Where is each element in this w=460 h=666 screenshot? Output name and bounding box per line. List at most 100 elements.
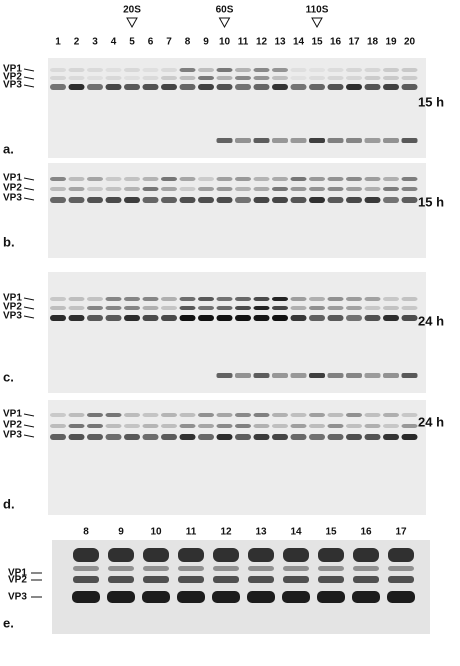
blot-band [179, 424, 196, 428]
blot-band [50, 306, 66, 310]
blot-band [253, 76, 270, 80]
blot-band [309, 84, 325, 90]
blot-band [282, 591, 310, 603]
blot-band [248, 548, 274, 562]
blot-band [50, 76, 66, 80]
blot-band [317, 591, 345, 603]
blot-band [248, 576, 274, 583]
blot-band [364, 424, 381, 428]
marker-label: 20S [123, 5, 141, 16]
blot-band [216, 297, 233, 301]
blot-band [50, 434, 66, 440]
blot-band [272, 187, 288, 191]
blot-band [383, 373, 399, 378]
band-label: VP2 [3, 302, 22, 313]
blot-band [142, 424, 159, 428]
blot-band [388, 548, 414, 562]
blot-band [212, 591, 240, 603]
blot-band [401, 306, 418, 310]
blot-band [107, 591, 135, 603]
lane-number: 7 [166, 37, 172, 48]
band-pointer [23, 297, 35, 301]
blot-band [290, 68, 307, 72]
band-label: VP3 [3, 193, 22, 204]
blot-band [198, 76, 214, 80]
blot-band [346, 424, 362, 428]
blot-band [161, 76, 177, 80]
blot-band [235, 197, 251, 203]
lane-number: 6 [148, 37, 154, 48]
blot-band [124, 68, 140, 72]
blot-band [235, 424, 251, 428]
lane-number: 17 [348, 37, 360, 48]
blot-band [68, 413, 85, 417]
blot-band [50, 315, 66, 321]
band-label: VP2 [3, 183, 22, 194]
blot-band [108, 566, 134, 571]
blot-band [216, 373, 233, 378]
blot-band [235, 177, 251, 181]
blot-band [272, 306, 288, 310]
blot-band [124, 177, 140, 181]
blot-band [253, 306, 270, 310]
blot-band [272, 424, 288, 428]
blot-band [198, 306, 214, 310]
blot-band [346, 138, 362, 143]
lane-number: 13 [274, 37, 286, 48]
lane-number: 10 [219, 37, 231, 48]
band-label: VP1 [3, 409, 22, 420]
blot-band [290, 177, 307, 181]
blot-band [401, 373, 418, 378]
blot-band [364, 138, 381, 143]
blot-band [178, 576, 204, 583]
band-label: VP3 [3, 430, 22, 441]
blot-band [383, 68, 399, 72]
blot-band [272, 197, 288, 203]
blot-band [68, 315, 85, 321]
blot-band [68, 424, 85, 428]
blot-band [290, 413, 307, 417]
band-label: VP1 [3, 293, 22, 304]
blot-band [401, 297, 418, 301]
blot-band [352, 591, 380, 603]
blot-band [401, 84, 418, 90]
blot-band [364, 434, 381, 440]
blot-band [401, 413, 418, 417]
blot-band [179, 177, 196, 181]
blot-band [327, 434, 344, 440]
lane-number: 14 [290, 527, 302, 538]
blot-band [142, 306, 159, 310]
blot-band [73, 548, 99, 562]
blot-band [253, 424, 270, 428]
lane-number: 10 [150, 527, 162, 538]
blot-band [309, 197, 325, 203]
blot-band [216, 177, 233, 181]
blot-band [216, 413, 233, 417]
blot-band [68, 84, 85, 90]
band-label: VP1 [8, 568, 27, 579]
time-label: 15 h [418, 94, 444, 109]
blot-band [364, 76, 381, 80]
blot-band [318, 576, 344, 583]
blot-band [235, 315, 251, 321]
lane-number: 2 [74, 37, 80, 48]
blot-band [272, 84, 288, 90]
blot-band [309, 413, 325, 417]
blot-band [161, 434, 177, 440]
blot-band [364, 306, 381, 310]
blot-band [216, 424, 233, 428]
blot-band [272, 297, 288, 301]
blot-band [73, 566, 99, 571]
blot-band [143, 548, 169, 562]
blot-band [105, 424, 122, 428]
blot-band [346, 76, 362, 80]
blot-band [105, 177, 122, 181]
blot-band [177, 591, 205, 603]
band-label: VP1 [3, 173, 22, 184]
blot-band [235, 297, 251, 301]
blot-band [216, 76, 233, 80]
blot-band [253, 177, 270, 181]
blot-band [290, 297, 307, 301]
blot-band [309, 434, 325, 440]
blot-band [179, 84, 196, 90]
